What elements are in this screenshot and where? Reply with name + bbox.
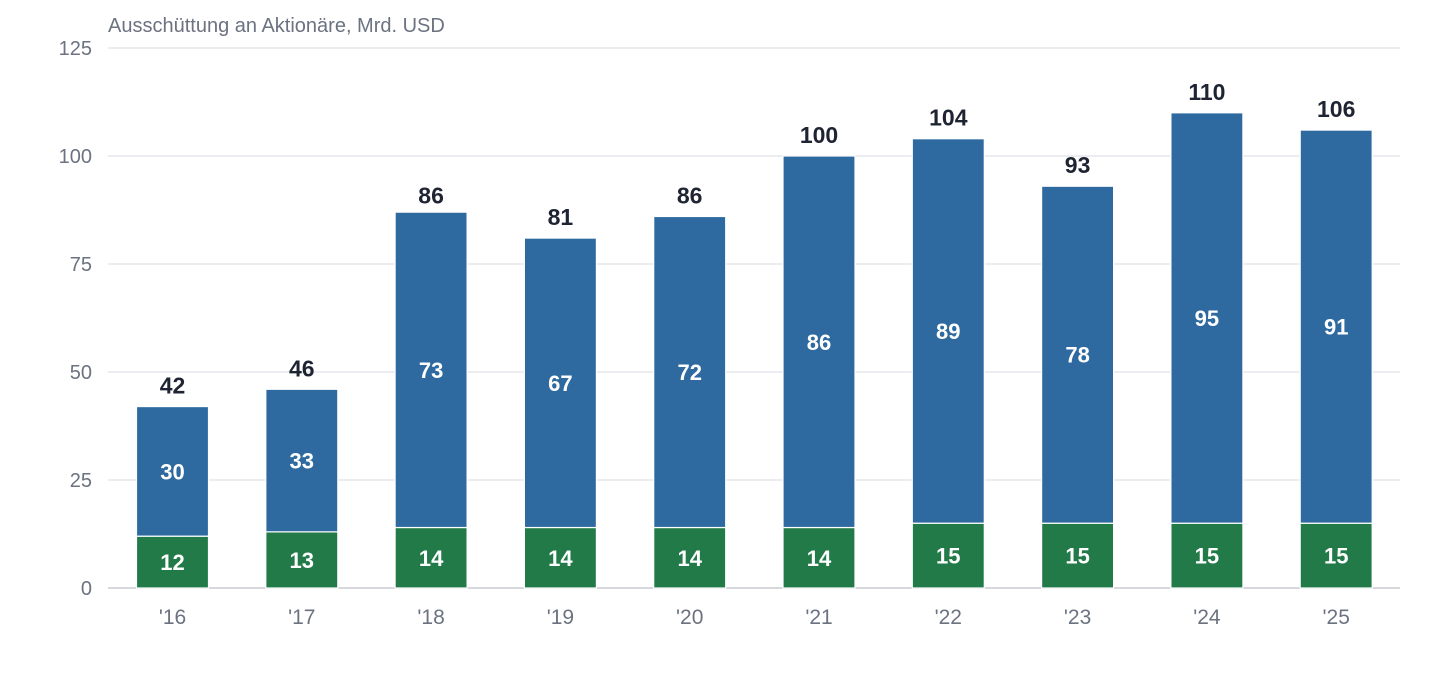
bar-segment-bottom (394, 526, 468, 589)
bar-segment-bottom (1040, 522, 1115, 589)
segment-value-label: 72 (677, 360, 701, 385)
segment-value-label: 15 (936, 544, 960, 569)
segment-value-label: 15 (1324, 544, 1348, 569)
segment-value-label: 14 (548, 546, 573, 571)
x-tick-label: '24 (1193, 606, 1221, 629)
bar-segment-bottom (523, 526, 598, 589)
x-tick-label: '19 (547, 606, 574, 629)
bar-segment-top (1299, 129, 1373, 524)
segment-value-label: 78 (1065, 343, 1089, 368)
bar-segment-top (265, 388, 339, 533)
bar-segment-top (653, 215, 727, 529)
x-tick-label: '23 (1064, 606, 1091, 629)
x-axis: '16 '17 '18 '19 '20 '21 '22 '23 '24 '25 (159, 606, 1350, 629)
segment-value-label: 14 (677, 546, 702, 571)
bar-total-label: 42 (160, 373, 186, 399)
segment-value-label: 12 (160, 550, 184, 575)
segment-value-label: 73 (419, 358, 443, 383)
segment-value-label: 13 (290, 548, 314, 573)
x-tick-label: '20 (676, 606, 703, 629)
bar-total-label: 93 (1065, 152, 1091, 178)
bar-total-label: 81 (548, 204, 574, 230)
bars: 12 30 42 13 33 46 14 73 86 14 67 81 14 72 86 14 86 100 15 8… (135, 79, 1373, 589)
segment-value-label: 86 (807, 330, 831, 355)
y-tick-label: 75 (70, 254, 92, 276)
segment-value-label: 14 (419, 546, 444, 571)
x-tick-label: '17 (288, 606, 315, 629)
bar-segment-bottom (653, 526, 727, 589)
bar-total-label: 110 (1188, 79, 1225, 105)
bar-segment-bottom (1170, 522, 1244, 589)
y-axis: 0 25 50 75 100 125 (59, 38, 92, 600)
x-tick-label: '18 (417, 606, 444, 629)
bar-segment-bottom (265, 531, 339, 589)
bar-segment-top (911, 138, 985, 524)
segment-value-label: 33 (290, 449, 314, 474)
bar-segment-bottom (1299, 522, 1373, 589)
bar-segment-top (394, 211, 468, 529)
segment-value-label: 67 (548, 371, 572, 396)
segment-value-label: 15 (1195, 544, 1219, 569)
bar-segment-bottom (911, 522, 985, 589)
bar-total-label: 46 (289, 355, 315, 381)
bar-segment-bottom (782, 526, 856, 589)
y-tick-label: 50 (70, 362, 92, 384)
bar-total-label: 104 (929, 105, 968, 131)
segment-value-label: 30 (160, 459, 184, 484)
bar-segment-top (1170, 112, 1244, 524)
y-tick-label: 100 (59, 146, 92, 168)
y-tick-label: 0 (81, 578, 92, 600)
y-tick-label: 25 (70, 470, 92, 492)
x-tick-label: '16 (159, 606, 186, 629)
x-tick-label: '25 (1323, 606, 1350, 629)
bar-segment-top (1040, 185, 1115, 524)
y-tick-label: 125 (59, 38, 92, 60)
bar-segment-top (135, 405, 210, 537)
segment-value-label: 15 (1065, 544, 1089, 569)
bar-segment-top (782, 155, 856, 529)
bar-total-label: 86 (418, 182, 444, 208)
chart-title: Ausschüttung an Aktionäre, Mrd. USD (108, 15, 445, 37)
bar-segment-bottom (135, 535, 210, 589)
bar-total-label: 86 (677, 182, 703, 208)
bar-segment-top (523, 237, 598, 529)
segment-value-label: 89 (936, 319, 960, 344)
x-tick-label: '22 (935, 606, 962, 629)
segment-value-label: 14 (807, 546, 832, 571)
bar-total-label: 100 (800, 122, 838, 148)
segment-value-label: 95 (1195, 306, 1219, 331)
segment-value-label: 91 (1324, 315, 1348, 340)
x-tick-label: '21 (805, 606, 832, 629)
bar-total-label: 106 (1317, 96, 1355, 122)
